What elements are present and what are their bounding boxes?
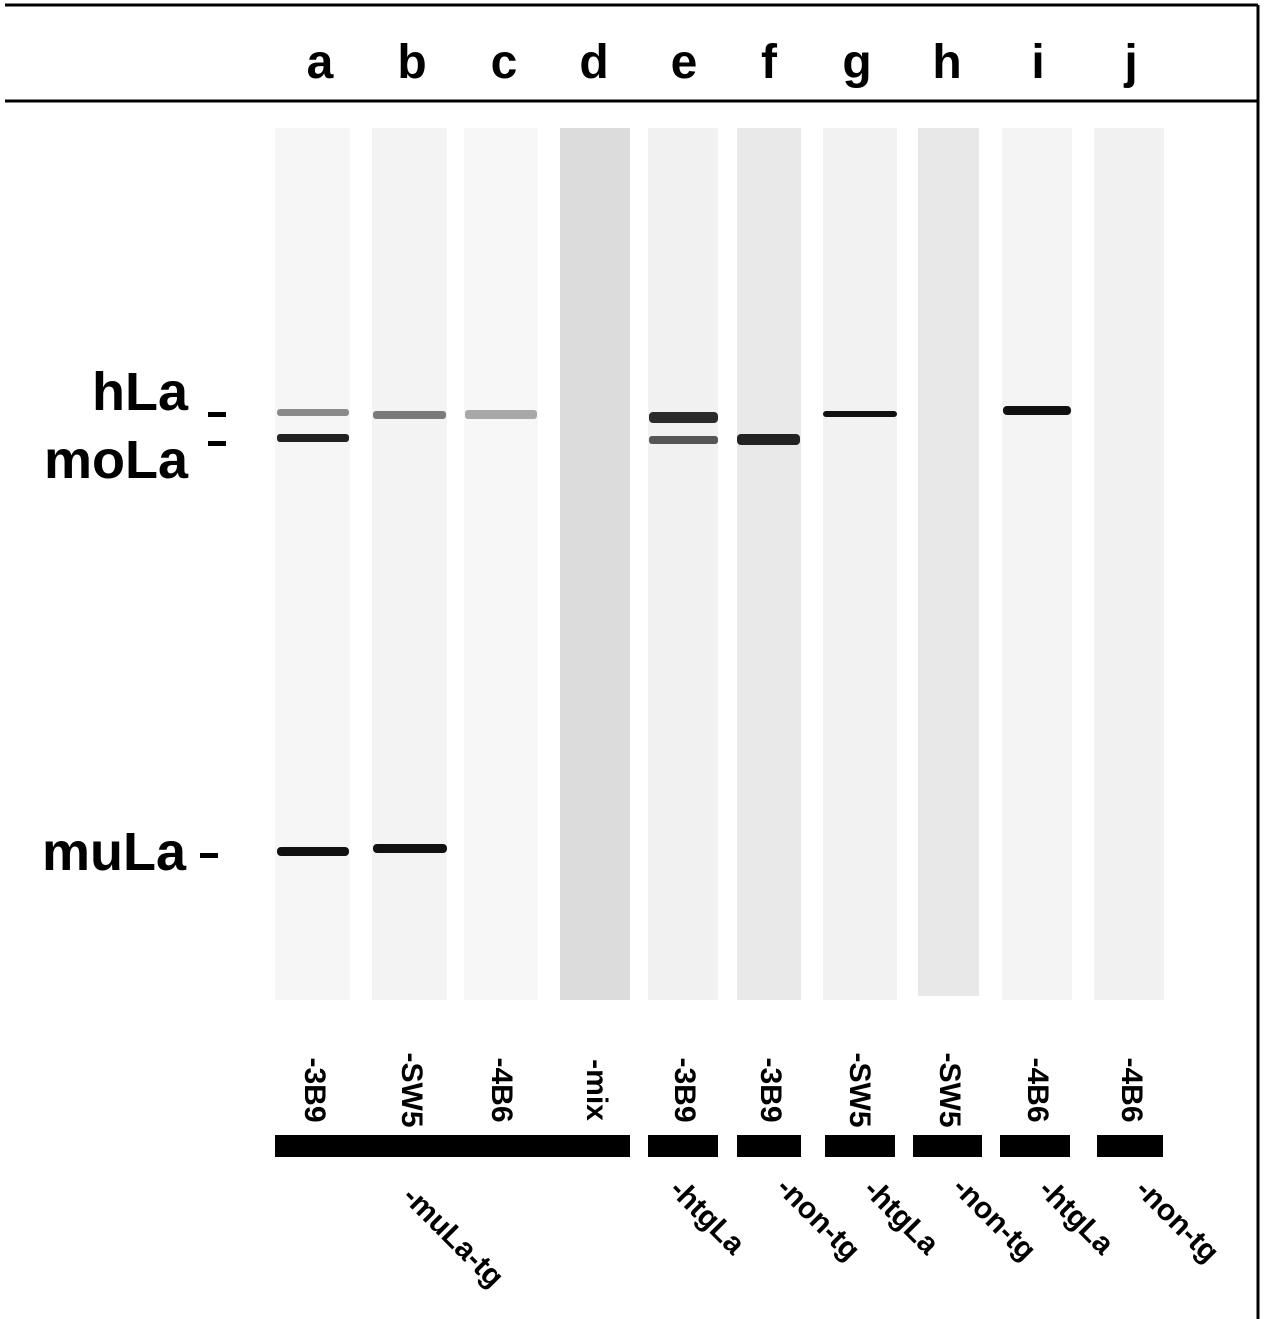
- lane: [823, 128, 897, 1000]
- lane-letter: f: [761, 36, 778, 89]
- lane-letter: a: [307, 36, 334, 89]
- band: [737, 434, 800, 445]
- antibody-label: -SW5: [395, 1053, 428, 1128]
- lane-letter: h: [932, 36, 961, 89]
- lanes: [275, 128, 1164, 1000]
- marker-tick: [208, 441, 226, 446]
- group-bar: [737, 1135, 801, 1157]
- band: [373, 411, 446, 419]
- group-bar: [1097, 1135, 1163, 1157]
- band: [277, 434, 349, 442]
- group-label: -htgLa: [857, 1173, 945, 1261]
- antibody-label: -3B9: [754, 1057, 787, 1122]
- band: [277, 409, 349, 416]
- group-bar: [275, 1135, 630, 1157]
- lane: [372, 128, 447, 1000]
- band: [649, 436, 718, 444]
- band: [649, 412, 718, 423]
- lane: [464, 128, 538, 1000]
- antibody-label: -4B6: [1115, 1057, 1148, 1122]
- lane: [648, 128, 718, 1000]
- antibody-label: -SW5: [933, 1053, 966, 1128]
- group-label: -non-tg: [1129, 1173, 1225, 1269]
- lane-letter: e: [671, 36, 698, 89]
- lane: [560, 128, 630, 1000]
- lane-letter: i: [1031, 36, 1044, 89]
- group-label: -non-tg: [770, 1171, 866, 1267]
- marker-label: muLa: [42, 822, 187, 882]
- antibody-label: -3B9: [668, 1057, 701, 1122]
- antibody-label: -4B6: [1021, 1057, 1054, 1122]
- group-label: -muLa-tg: [396, 1180, 510, 1294]
- marker-label: moLa: [44, 430, 189, 490]
- lane-letter: d: [579, 36, 608, 89]
- band: [465, 410, 537, 419]
- lane: [737, 128, 801, 1000]
- marker-label: hLa: [92, 362, 189, 422]
- lane-letter: j: [1123, 36, 1137, 89]
- group-bar: [825, 1135, 895, 1157]
- blot-figure: a b c d e f g h i j hLa moLa muLa: [0, 0, 1266, 1319]
- group-label: -non-tg: [946, 1171, 1042, 1267]
- antibody-label: -SW5: [843, 1053, 876, 1128]
- lane: [918, 128, 979, 996]
- band: [1003, 406, 1071, 415]
- lane: [1094, 128, 1164, 1000]
- lane-letter: b: [397, 36, 426, 89]
- antibody-label: -mix: [580, 1059, 613, 1121]
- lane: [1002, 128, 1072, 1000]
- group-label: -htgLa: [663, 1173, 751, 1261]
- group-label: -htgLa: [1032, 1173, 1120, 1261]
- lane-letter: c: [491, 36, 518, 89]
- lane: [275, 128, 350, 1000]
- lane-letter: g: [842, 36, 871, 89]
- band: [823, 411, 897, 417]
- group-bar: [648, 1135, 718, 1157]
- group-bars: [275, 1135, 1163, 1157]
- marker-tick: [200, 853, 218, 858]
- antibody-label: -3B9: [298, 1057, 331, 1122]
- group-bar: [1000, 1135, 1070, 1157]
- antibody-label: -4B6: [485, 1057, 518, 1122]
- group-bar: [913, 1135, 982, 1157]
- band: [277, 847, 349, 856]
- band: [373, 844, 447, 853]
- marker-tick: [208, 412, 226, 417]
